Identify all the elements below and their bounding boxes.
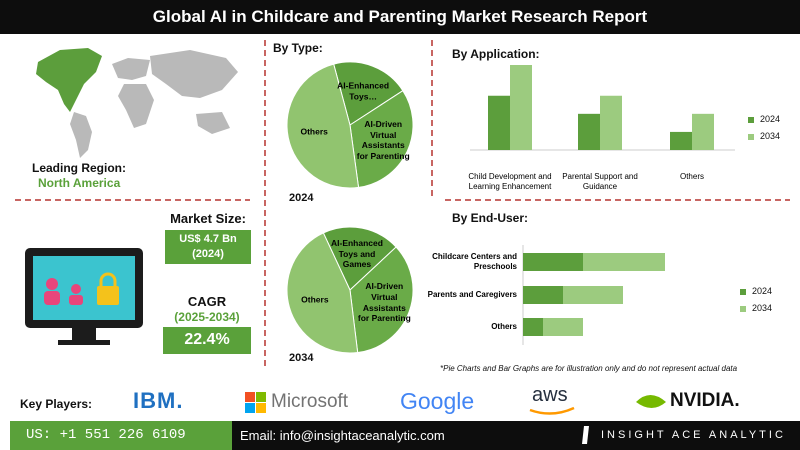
legend-swatch	[748, 117, 754, 123]
pie-slice	[349, 89, 414, 188]
category-label: Parental Support and Guidance	[562, 172, 638, 191]
microsoft-logo	[245, 392, 266, 413]
chart-title: By Type:	[273, 41, 323, 55]
bar-segment	[523, 318, 543, 336]
market-size-box	[165, 230, 251, 264]
bar	[578, 113, 600, 150]
pie-slice	[322, 226, 397, 291]
market-size-year: (2024)	[192, 248, 224, 260]
bar-segment	[523, 286, 563, 304]
nvidia-logo: NVIDIA.	[670, 390, 740, 411]
pie-label: Others	[301, 294, 329, 305]
pie-slice	[349, 246, 414, 354]
phone: US: +1 551 226 6109	[26, 427, 186, 443]
pie-slice	[286, 63, 360, 189]
category-label: Child Development and Learning Enhanceme…	[468, 172, 552, 191]
aws-logo: aws	[532, 384, 568, 406]
nvidia-eye	[636, 395, 666, 408]
category-label: Childcare Centers and Preschools	[432, 252, 517, 271]
bar-segment	[523, 253, 583, 271]
microsoft-name: Microsoft	[271, 391, 349, 412]
legend-swatch	[740, 306, 746, 312]
market-size-value: US$ 4.7 Bn	[179, 233, 237, 245]
bar	[692, 113, 714, 150]
legend-swatch	[740, 289, 746, 295]
bar	[670, 131, 692, 150]
bar	[488, 95, 510, 150]
legend-label: 2034	[760, 131, 781, 141]
cagr-value: 22.4%	[184, 331, 230, 348]
category-label: Others	[491, 322, 517, 331]
bar-segment	[543, 318, 583, 336]
world-map	[36, 48, 238, 158]
pie-label: AI-Driven Virtual Assistants for Parenti…	[357, 281, 411, 324]
aws-smile	[529, 406, 575, 415]
pie-slice	[286, 232, 359, 354]
contact-bar	[232, 421, 800, 450]
cagr-box	[163, 327, 251, 354]
region-label: Leading Region:	[32, 161, 126, 175]
pie-label: Others	[300, 126, 328, 137]
brand-mark	[582, 426, 589, 444]
pie-label: AI-Driven Virtual Assistants for Parenti…	[356, 118, 410, 161]
legend-label: 2034	[752, 303, 773, 313]
region-value: North America	[38, 176, 121, 190]
legend-swatch	[748, 134, 754, 140]
title: Global AI in Childcare and Parenting Mar…	[152, 7, 648, 26]
chart-title: By Application:	[452, 47, 540, 61]
google-logo: Google	[400, 388, 475, 414]
dividers	[15, 40, 790, 368]
brand: INSIGHT ACE ANALYTIC	[601, 429, 786, 441]
ibm-logo: IBM.	[133, 388, 184, 413]
phone-bar	[10, 421, 232, 450]
key-players-label: Key Players:	[20, 397, 93, 411]
pie-label: AI-Enhanced Toys and Games	[330, 238, 383, 270]
category-label: Others	[679, 172, 704, 181]
pie-label: AI-Enhanced Toys…	[337, 80, 390, 101]
bar	[510, 65, 532, 150]
pie-year: 2034	[289, 352, 314, 364]
pie-slice	[333, 61, 404, 126]
disclaimer: *Pie Charts and Bar Graphs are for illus…	[440, 364, 738, 373]
bar	[600, 95, 622, 150]
email: Email: info@insightaceanalytic.com	[240, 428, 445, 443]
pie-year: 2024	[289, 192, 314, 204]
cagr-label: CAGR	[187, 294, 227, 309]
title-bar	[0, 0, 800, 34]
bar-segment	[563, 286, 623, 304]
market-size-label: Market Size:	[170, 211, 246, 226]
category-label: Parents and Caregivers	[427, 290, 517, 299]
bar-segment	[583, 253, 665, 271]
legend-label: 2024	[752, 286, 773, 296]
cagr-period: (2025-2034)	[174, 310, 240, 324]
legend-label: 2024	[760, 114, 781, 124]
monitor-icon	[25, 248, 143, 345]
chart-title: By End-User:	[452, 211, 529, 225]
